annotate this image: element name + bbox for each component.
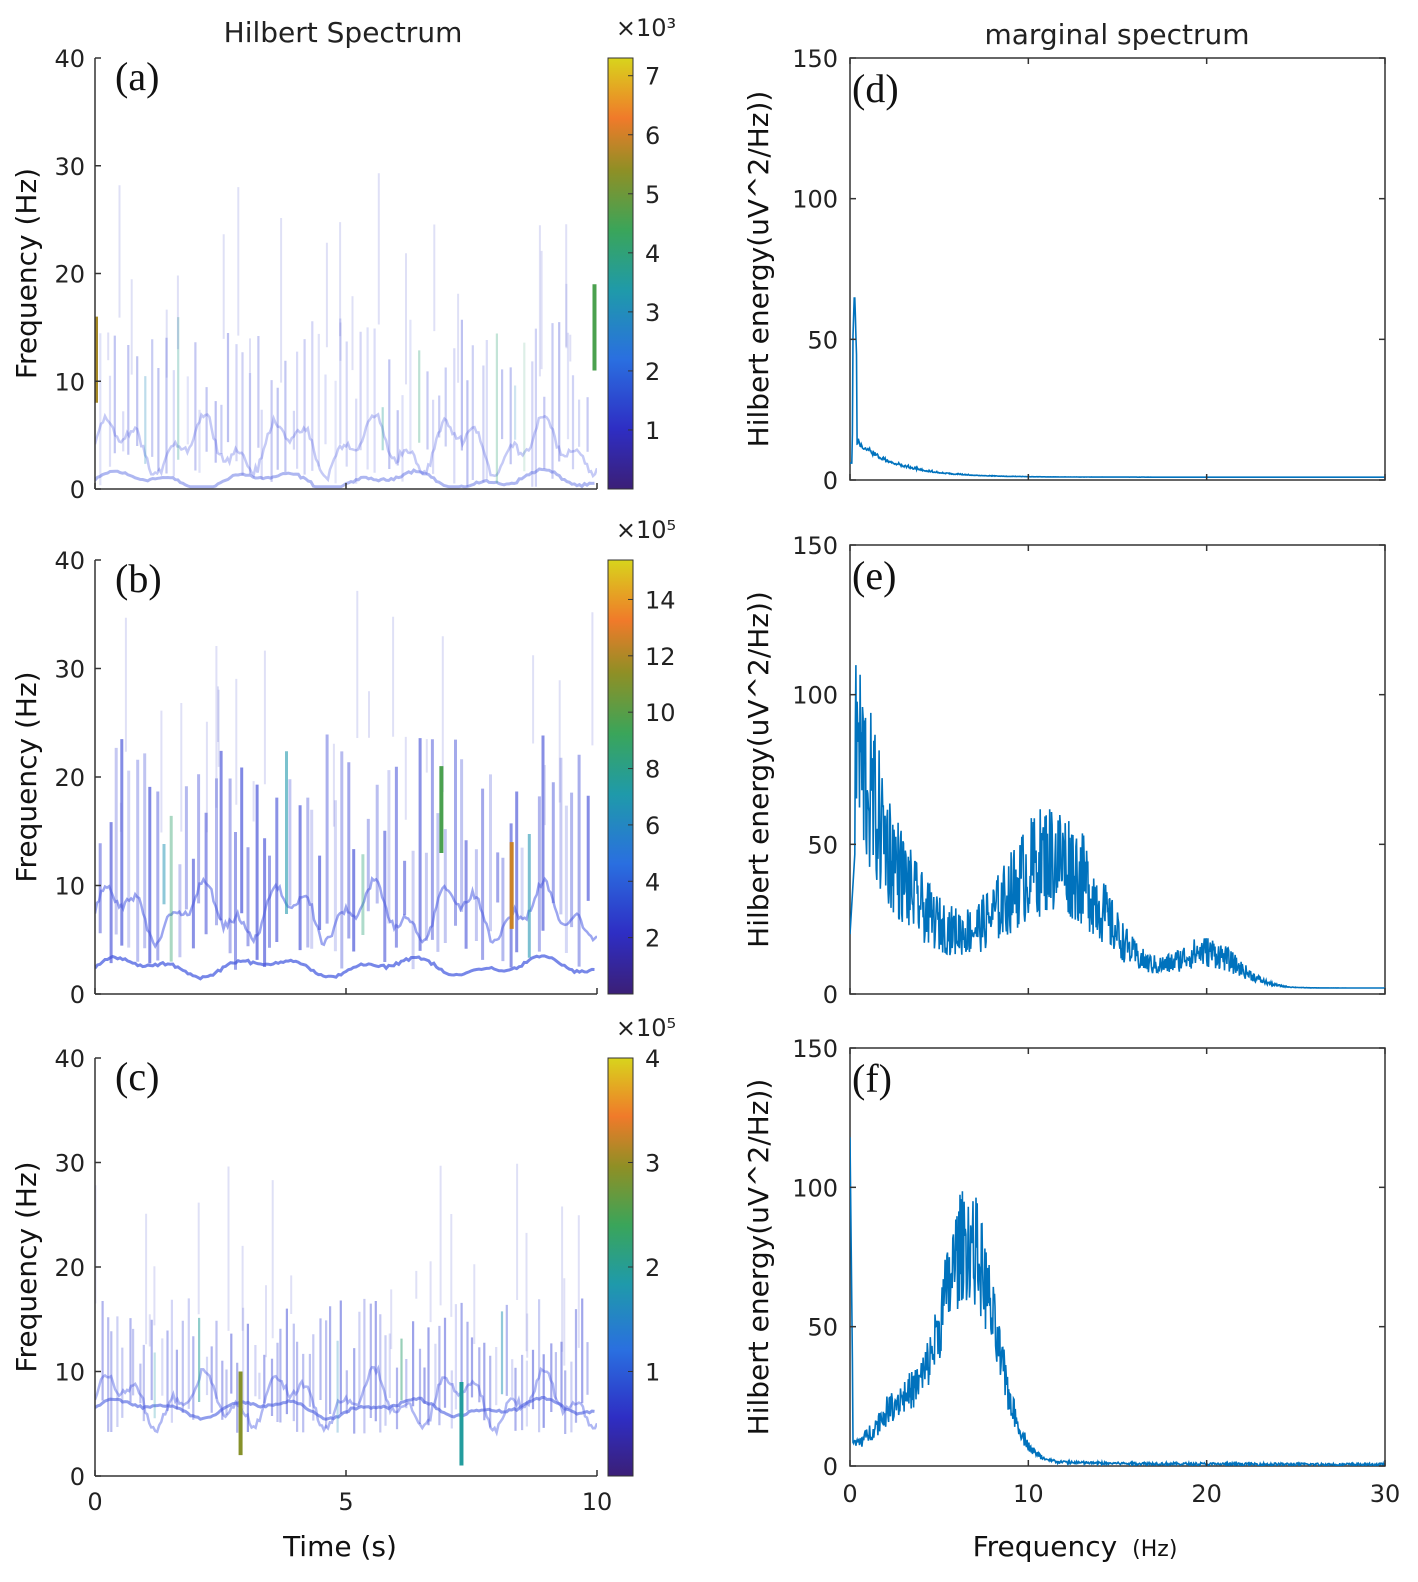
- colorbar-tick-label: 1: [645, 417, 660, 445]
- colorbar-tick-label: 6: [645, 812, 660, 840]
- x-tick-label: 10: [582, 1488, 613, 1516]
- y-tick-label: 50: [807, 326, 838, 354]
- colorbar-tick-label: 2: [645, 358, 660, 386]
- frequency-axis-label: Frequency (Hz): [973, 1530, 1178, 1563]
- left-column-title: Hilbert Spectrum: [224, 16, 463, 49]
- spectrum-line: [850, 297, 1385, 479]
- x-tick-label: 0: [87, 1488, 102, 1516]
- colorbar-tick-label: 14: [645, 586, 676, 614]
- panel-label: (a): [115, 54, 159, 99]
- y-tick-label: 150: [792, 1035, 838, 1063]
- y-tick-label: 50: [807, 1314, 838, 1342]
- y-tick-label: 20: [54, 261, 85, 289]
- frequency-axis-label-unit: (Hz): [1132, 1537, 1177, 1562]
- baseline-trace: [95, 467, 595, 489]
- mid-trace: [95, 1364, 597, 1437]
- axes-box: [849, 544, 1386, 995]
- y-tick-label: 40: [54, 547, 85, 575]
- energy-ylabel: Hilbert energy(uV^2/Hz)): [742, 91, 775, 448]
- axes-box: [849, 57, 1386, 481]
- y-tick-label: 10: [54, 368, 85, 396]
- colorbar-tick-label: 1: [645, 1359, 660, 1387]
- hilbert-panel-b: 0 10 20 30 40 (b) Frequency (Hz) 2 4 6 8 10 12 14 ×10⁵: [10, 516, 676, 1009]
- colorbar-tick-label: 4: [645, 1045, 660, 1073]
- y-tick-label: 100: [792, 1174, 838, 1202]
- marginal-panel-f: 0 50 100 150 0 10 20 30 (f) Hilbert energy(uV^2/H…: [742, 1035, 1400, 1508]
- colorbar-tick-label: 2: [645, 1254, 660, 1282]
- y-tick-label: 40: [54, 1045, 85, 1073]
- baseline-trace: [95, 1396, 595, 1421]
- hilbert-panel-c: 0 10 20 30 40 0 5 10 (c) Frequency (Hz) 1 2 3 4 ×10⁵: [10, 1014, 676, 1516]
- colorbar-tick-label: 3: [645, 299, 660, 327]
- spectrum-line: [850, 665, 1385, 989]
- colorbar-exponent: ×10⁵: [616, 516, 676, 544]
- hilbert-traces-c: [95, 1163, 597, 1466]
- colorbar-tick-label: 3: [645, 1150, 660, 1178]
- y-tick-label: 0: [70, 1463, 85, 1491]
- baseline-trace: [95, 954, 595, 981]
- colorbar-tick-label: 5: [645, 181, 660, 209]
- y-tick-label: 10: [54, 873, 85, 901]
- y-tick-label: 30: [54, 656, 85, 684]
- frequency-axis-label-main: Frequency: [973, 1530, 1118, 1563]
- y-tick-label: 40: [54, 45, 85, 73]
- y-tick-label: 10: [54, 1359, 85, 1387]
- panel-label: (e): [852, 553, 896, 598]
- panel-label: (c): [115, 1054, 159, 1099]
- y-tick-label: 0: [70, 476, 85, 504]
- colorbar-gradient: [607, 57, 634, 490]
- marginal-panel-d: 0 50 100 150 (d) Hilbert energy(uV^2/Hz)): [742, 45, 1386, 495]
- panel-label: (b): [115, 556, 162, 601]
- frequency-ylabel: Frequency (Hz): [10, 1161, 43, 1372]
- y-tick-label: 20: [54, 764, 85, 792]
- frequency-ylabel: Frequency (Hz): [10, 671, 43, 882]
- hilbert-panel-a: 0 10 20 30 40 (a) Frequency (Hz) 1 2 3 4 5 6 7 ×10³: [10, 14, 676, 504]
- colorbar-b: 2 4 6 8 10 12 14 ×10⁵: [607, 516, 676, 995]
- hilbert-traces-b: [95, 590, 597, 981]
- frequency-ylabel: Frequency (Hz): [10, 168, 43, 379]
- y-tick-label: 150: [792, 532, 838, 560]
- panel-label: (f): [852, 1056, 892, 1101]
- colorbar-tick-label: 4: [645, 240, 660, 268]
- colorbar-tick-label: 12: [645, 643, 676, 671]
- colorbar-tick-label: 7: [645, 63, 660, 91]
- colorbar-tick-label: 6: [645, 122, 660, 150]
- y-tick-label: 0: [823, 1453, 838, 1481]
- panel-label: (d): [852, 66, 899, 111]
- energy-ylabel: Hilbert energy(uV^2/Hz)): [742, 591, 775, 948]
- colorbar-a: 1 2 3 4 5 6 7 ×10³: [607, 14, 676, 490]
- y-tick-label: 30: [54, 1150, 85, 1178]
- colorbar-tick-label: 2: [645, 925, 660, 953]
- y-tick-label: 100: [792, 186, 838, 214]
- time-axis-label: Time (s): [282, 1530, 397, 1563]
- x-tick-label: 30: [1370, 1480, 1401, 1508]
- colorbar-exponent: ×10³: [616, 14, 676, 42]
- y-tick-label: 0: [823, 981, 838, 1009]
- colorbar-tick-label: 8: [645, 756, 660, 784]
- colorbar-tick-label: 4: [645, 868, 660, 896]
- y-tick-label: 0: [823, 467, 838, 495]
- y-tick-label: 100: [792, 682, 838, 710]
- x-tick-label: 0: [842, 1480, 857, 1508]
- hilbert-traces-a: [95, 173, 597, 489]
- x-tick-label: 5: [338, 1488, 353, 1516]
- y-tick-label: 150: [792, 45, 838, 73]
- x-tick-label: 20: [1191, 1480, 1222, 1508]
- colorbar-tick-label: 10: [645, 699, 676, 727]
- y-tick-label: 0: [70, 981, 85, 1009]
- right-column-title: marginal spectrum: [984, 18, 1249, 51]
- colorbar-c: 1 2 3 4 ×10⁵: [607, 1014, 676, 1477]
- spectrum-line: [850, 1137, 1385, 1466]
- y-tick-label: 20: [54, 1254, 85, 1282]
- x-tick-label: 10: [1013, 1480, 1044, 1508]
- colorbar-exponent: ×10⁵: [616, 1014, 676, 1042]
- marginal-panel-e: 0 50 100 150 (e) Hilbert energy(uV^2/Hz)): [742, 532, 1386, 1009]
- energy-ylabel: Hilbert energy(uV^2/Hz)): [742, 1079, 775, 1436]
- mid-trace: [95, 412, 597, 483]
- y-tick-label: 50: [807, 831, 838, 859]
- y-tick-label: 30: [54, 153, 85, 181]
- axes-box: [849, 1047, 1386, 1467]
- colorbar-gradient: [607, 559, 634, 995]
